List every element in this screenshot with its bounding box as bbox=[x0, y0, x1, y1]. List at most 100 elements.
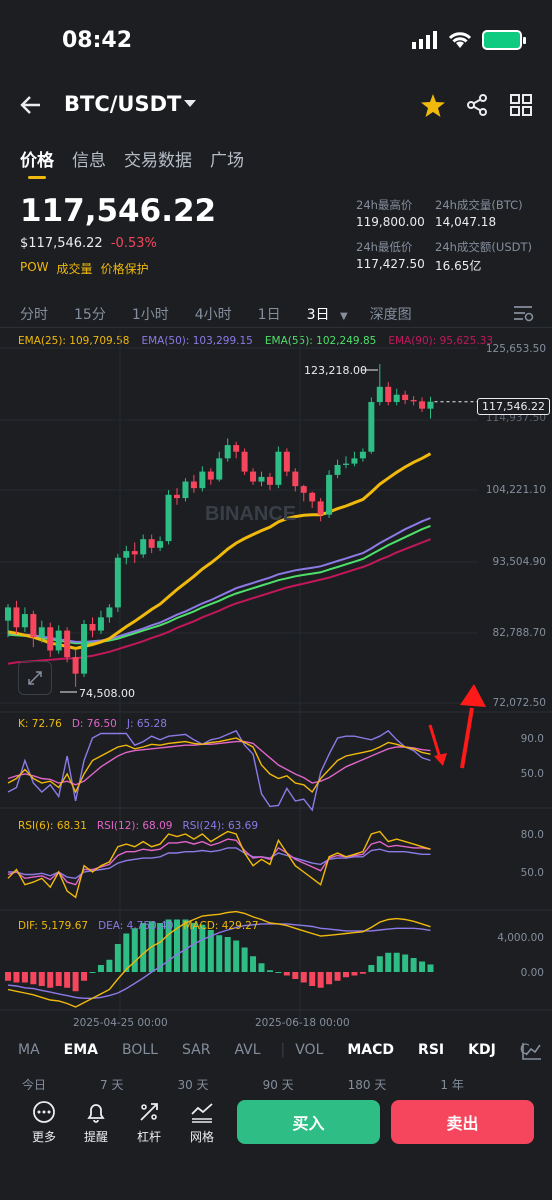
buy-button[interactable]: 买入 bbox=[237, 1100, 380, 1144]
star-icon[interactable] bbox=[421, 94, 445, 117]
rsi6-label: RSI(6): 68.31 bbox=[18, 820, 87, 832]
ind-tab-boll[interactable]: BOLL bbox=[122, 1042, 158, 1058]
rsi24-line bbox=[8, 847, 431, 880]
interval-15m[interactable]: 15分 bbox=[74, 307, 106, 323]
pair-title[interactable]: BTC/USDT bbox=[64, 92, 182, 116]
interval-3d-label: 3日 bbox=[306, 307, 330, 323]
chart-settings-icon[interactable] bbox=[513, 304, 535, 322]
macd-histogram-bar bbox=[123, 933, 130, 972]
low-value: 117,427.50 bbox=[356, 257, 425, 271]
interval-line[interactable]: 分时 bbox=[20, 307, 48, 323]
bell-icon bbox=[87, 1104, 105, 1123]
candle-body bbox=[351, 458, 358, 464]
battery-icon bbox=[482, 30, 526, 50]
tab-info[interactable]: 信息 bbox=[72, 151, 106, 171]
ind-tab-vol[interactable]: VOL bbox=[295, 1042, 324, 1058]
kdj-d-label: D: 76.50 bbox=[71, 718, 117, 730]
macd-histogram-bar bbox=[376, 956, 383, 972]
candle-body bbox=[300, 486, 307, 493]
rsi12-line bbox=[7, 838, 431, 886]
low-marker: 74,508.00 bbox=[79, 687, 135, 700]
kline-chart[interactable]: BINANCE bbox=[0, 330, 552, 1060]
period-today[interactable]: 今日 bbox=[22, 1078, 47, 1092]
macd-histogram-bar bbox=[241, 947, 248, 972]
status-time: 08:42 bbox=[62, 28, 133, 53]
period-90d[interactable]: 90 天 bbox=[262, 1078, 294, 1092]
annotation-arrowhead bbox=[434, 753, 447, 766]
ind-tab-rsi[interactable]: RSI bbox=[418, 1042, 445, 1058]
tag-volume[interactable]: 成交量 bbox=[56, 262, 93, 276]
back-arrow-icon[interactable] bbox=[20, 94, 42, 116]
dea-label: DEA: 4,750.40 bbox=[98, 920, 174, 932]
macd-histogram-bar bbox=[368, 965, 375, 972]
fiat-price-row: $117,546.22 -0.53% bbox=[20, 236, 157, 251]
annotation-arrowhead bbox=[460, 684, 486, 707]
candle-body bbox=[64, 630, 71, 658]
macd-histogram-bar bbox=[97, 965, 104, 972]
dif-value: 5,179.67 bbox=[41, 920, 89, 932]
macd-histogram-bar bbox=[72, 972, 79, 992]
interval-1h[interactable]: 1小时 bbox=[131, 307, 169, 323]
indicator-chart-icon[interactable] bbox=[522, 1042, 542, 1060]
grid-menu-icon[interactable] bbox=[510, 94, 532, 116]
macd-histogram-bar bbox=[266, 970, 273, 972]
candle-body bbox=[157, 541, 164, 548]
alert-button[interactable]: 提醒 bbox=[76, 1100, 116, 1145]
candle-body bbox=[30, 614, 37, 638]
y-tick: 125,653.50 bbox=[485, 343, 546, 355]
macd-histogram-bar bbox=[419, 961, 426, 972]
kdj-j-line bbox=[7, 729, 431, 812]
tab-price[interactable]: 价格 bbox=[20, 151, 54, 171]
ema55-legend: EMA(55): 102,249.85 bbox=[264, 335, 377, 347]
high-marker: 123,218.00 bbox=[304, 364, 367, 377]
macd-histogram-bar bbox=[224, 937, 231, 972]
rsi24-label: RSI(24): 63.69 bbox=[182, 820, 258, 832]
ind-tab-sar[interactable]: SAR bbox=[181, 1042, 211, 1058]
dea-value: 4,750.40 bbox=[126, 920, 174, 932]
leverage-button[interactable]: 杠杆 bbox=[129, 1100, 169, 1145]
macd-histogram-bar bbox=[64, 972, 71, 988]
macd-histogram-bar bbox=[250, 956, 257, 972]
interval-1d[interactable]: 1日 bbox=[257, 307, 281, 323]
kdj-k-label: K: 72.76 bbox=[18, 718, 62, 730]
ema90-legend: EMA(90): 95,625.33 bbox=[388, 335, 494, 347]
period-30d[interactable]: 30 天 bbox=[177, 1078, 209, 1092]
macd-tick: 4,000.00 bbox=[497, 932, 544, 944]
candle-body bbox=[376, 386, 383, 403]
caret-down-icon[interactable] bbox=[184, 100, 196, 108]
tab-trade-data[interactable]: 交易数据 bbox=[124, 151, 192, 171]
ind-tab-macd[interactable]: MACD bbox=[347, 1042, 395, 1058]
y-tick: 93,504.90 bbox=[492, 556, 546, 568]
candle-body bbox=[216, 458, 223, 480]
period-7d[interactable]: 7 天 bbox=[100, 1078, 124, 1092]
macd-histogram-bar bbox=[157, 923, 164, 972]
tag-pow[interactable]: POW bbox=[20, 260, 49, 274]
tag-price-protect[interactable]: 价格保护 bbox=[100, 262, 149, 276]
candle-body bbox=[233, 445, 240, 452]
fullscreen-button[interactable] bbox=[18, 661, 52, 695]
ind-tab-avl[interactable]: AVL bbox=[234, 1042, 261, 1058]
interval-depth[interactable]: 深度图 bbox=[369, 307, 412, 323]
tab-underline bbox=[28, 176, 46, 179]
ind-tab-c[interactable]: C bbox=[519, 1042, 530, 1058]
expand-icon bbox=[28, 671, 42, 685]
interval-3d[interactable]: 3日 ▼ bbox=[307, 304, 348, 324]
more-button[interactable]: 更多 bbox=[24, 1100, 64, 1145]
rsi6-line bbox=[7, 830, 431, 899]
macd-histogram-bar bbox=[21, 972, 28, 983]
sell-button[interactable]: 卖出 bbox=[391, 1100, 534, 1144]
grid-trade-button[interactable]: 网格 bbox=[182, 1100, 222, 1145]
ind-tab-ma[interactable]: MA bbox=[18, 1042, 40, 1058]
share-icon[interactable] bbox=[466, 94, 488, 116]
ind-tab-ema[interactable]: EMA bbox=[63, 1042, 98, 1058]
interval-4h[interactable]: 4小时 bbox=[194, 307, 232, 323]
ema25-legend: EMA(25): 109,709.58 bbox=[18, 335, 130, 347]
candle-body bbox=[334, 464, 341, 475]
macd-histogram-bar bbox=[334, 972, 341, 981]
ind-tab-kdj[interactable]: KDJ bbox=[468, 1042, 496, 1058]
macd-histogram-bar bbox=[165, 919, 172, 972]
low-label: 24h最低价 bbox=[356, 240, 413, 254]
period-1y[interactable]: 1 年 bbox=[440, 1078, 464, 1092]
tab-square[interactable]: 广场 bbox=[210, 151, 244, 171]
period-180d[interactable]: 180 天 bbox=[347, 1078, 387, 1092]
